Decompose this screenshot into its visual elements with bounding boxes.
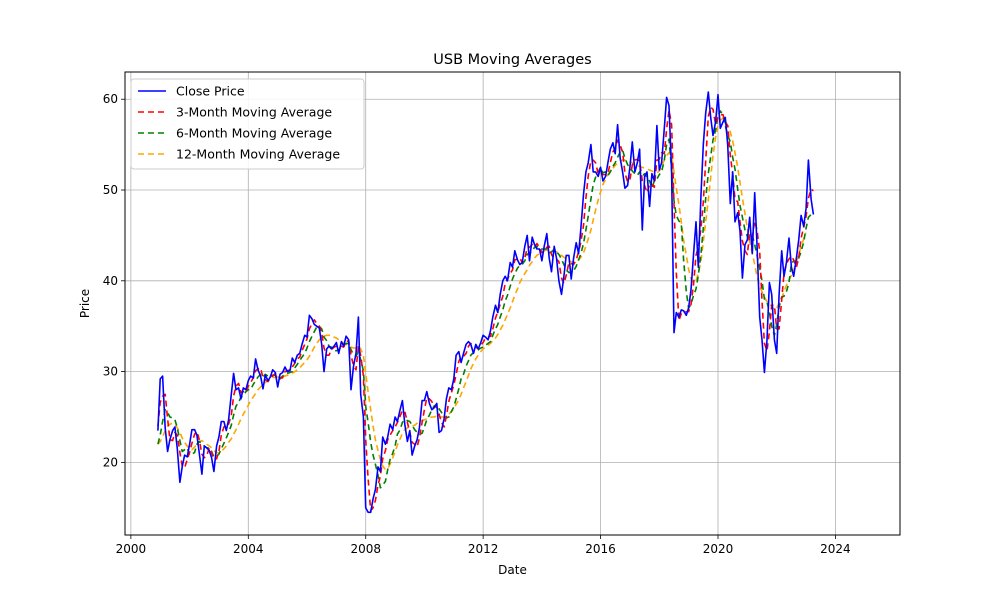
x-axis-title: Date <box>498 563 527 577</box>
x-tick-label: 2004 <box>233 542 264 556</box>
x-tick-label: 2020 <box>703 542 734 556</box>
chart-title: USB Moving Averages <box>433 52 591 68</box>
legend-box <box>130 78 365 170</box>
y-axis: 20 30 40 50 60 <box>103 92 125 469</box>
y-axis-title: Price <box>78 289 92 318</box>
x-axis: 2000 2004 2008 2012 2016 2020 2024 <box>116 535 851 556</box>
plot-frame <box>124 71 901 536</box>
y-tick-label: 40 <box>103 274 118 288</box>
x-tick-label: 2012 <box>468 542 499 556</box>
y-tick-label: 60 <box>103 92 118 106</box>
series-line-12-month-moving-average <box>157 117 807 471</box>
y-tick-label: 50 <box>103 183 118 197</box>
legend-label: 3-Month Moving Average <box>176 105 332 120</box>
x-tick-label: 2016 <box>585 542 616 556</box>
legend: Close Price 3-Month Moving Average 6-Month… <box>130 78 365 170</box>
y-tick-label: 30 <box>103 365 118 379</box>
x-tick-label: 2024 <box>820 542 851 556</box>
x-tick-label: 2008 <box>350 542 381 556</box>
x-tick-label: 2000 <box>116 542 147 556</box>
series-line-3-month-moving-average <box>157 106 814 512</box>
legend-label: Close Price <box>176 84 245 99</box>
legend-label: 12-Month Moving Average <box>176 147 340 162</box>
series-layer <box>157 91 815 514</box>
legend-label: 6-Month Moving Average <box>176 126 332 141</box>
series-line-6-month-moving-average <box>157 110 812 489</box>
y-tick-label: 20 <box>103 455 118 469</box>
series-line-close-price <box>157 91 815 514</box>
